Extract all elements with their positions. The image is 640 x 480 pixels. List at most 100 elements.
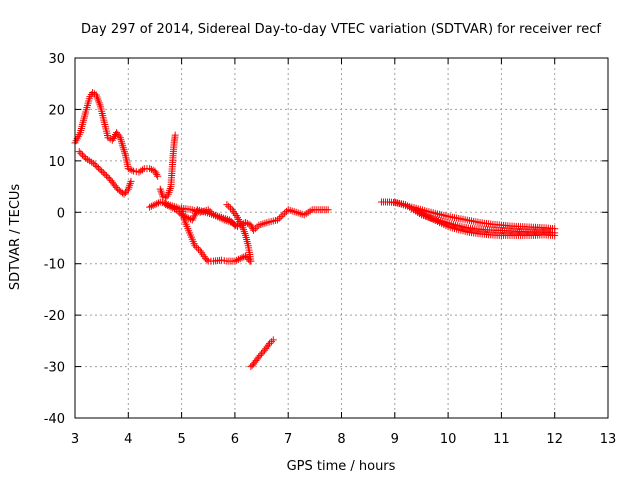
x-tick-label: 13 bbox=[600, 432, 617, 447]
data-point bbox=[80, 153, 88, 161]
data-point bbox=[223, 201, 231, 209]
data-point bbox=[167, 203, 175, 211]
data-point bbox=[421, 211, 429, 219]
data-point bbox=[240, 253, 248, 261]
data-point bbox=[230, 220, 238, 228]
data-point bbox=[146, 203, 154, 211]
y-axis-label: SDTVAR / TECUs bbox=[8, 184, 23, 291]
data-point bbox=[153, 200, 161, 208]
data-point bbox=[247, 221, 255, 229]
data-point bbox=[152, 169, 160, 177]
data-point bbox=[163, 201, 171, 209]
data-point bbox=[253, 223, 261, 231]
data-point bbox=[147, 165, 155, 173]
data-point bbox=[279, 211, 287, 219]
data-point bbox=[242, 219, 250, 227]
data-points bbox=[71, 88, 559, 371]
data-point bbox=[551, 231, 559, 239]
data-point bbox=[176, 209, 184, 217]
data-point bbox=[203, 256, 211, 264]
x-tick-label: 8 bbox=[337, 432, 345, 447]
data-point bbox=[231, 257, 239, 265]
y-tick-label: -40 bbox=[44, 412, 65, 427]
x-tick-labels: 3 4 5 6 7 8 9 10 11 12 13 bbox=[71, 432, 616, 447]
plot-area-border bbox=[74, 57, 609, 419]
data-point bbox=[121, 189, 129, 197]
data-point bbox=[186, 215, 194, 223]
data-point bbox=[228, 219, 236, 227]
data-point bbox=[99, 169, 107, 177]
data-point bbox=[251, 225, 259, 233]
x-tick-label: 12 bbox=[546, 432, 563, 447]
data-point bbox=[416, 208, 424, 216]
data-point bbox=[259, 348, 267, 356]
data-point bbox=[172, 206, 180, 214]
data-point bbox=[281, 209, 289, 217]
data-point bbox=[90, 159, 98, 167]
data-point bbox=[419, 210, 427, 218]
y-tick-label: -30 bbox=[44, 361, 65, 376]
y-tick-label: 0 bbox=[57, 206, 65, 221]
data-point bbox=[233, 256, 241, 264]
data-point bbox=[162, 194, 170, 202]
x-tick-label: 6 bbox=[231, 432, 239, 447]
data-point bbox=[247, 257, 255, 265]
data-point bbox=[256, 351, 264, 359]
data-point bbox=[226, 204, 234, 212]
data-point bbox=[147, 202, 155, 210]
x-tick-label: 9 bbox=[391, 432, 399, 447]
data-point bbox=[171, 131, 179, 139]
grid-lines bbox=[75, 58, 608, 418]
data-point bbox=[135, 168, 143, 176]
data-point bbox=[169, 204, 177, 212]
data-point bbox=[128, 166, 136, 174]
data-point bbox=[174, 207, 182, 215]
data-point bbox=[151, 201, 159, 209]
x-tick-label: 5 bbox=[177, 432, 185, 447]
data-point bbox=[93, 163, 101, 171]
data-point bbox=[126, 165, 134, 173]
data-point bbox=[324, 206, 332, 214]
data-point bbox=[412, 205, 420, 213]
data-point bbox=[181, 213, 189, 221]
data-point bbox=[163, 192, 171, 200]
data-point bbox=[234, 255, 242, 263]
y-tick-label: -10 bbox=[44, 258, 65, 273]
data-point bbox=[253, 355, 261, 363]
data-point bbox=[417, 209, 425, 217]
data-point bbox=[243, 219, 251, 227]
data-point bbox=[275, 214, 283, 222]
chart-title: Day 297 of 2014, Sidereal Day-to-day VTE… bbox=[81, 22, 601, 37]
data-point bbox=[123, 187, 131, 195]
x-axis-label: GPS time / hours bbox=[287, 459, 396, 474]
data-point bbox=[225, 202, 233, 210]
x-tick-label: 11 bbox=[493, 432, 510, 447]
x-tick-label: 3 bbox=[71, 432, 79, 447]
data-point bbox=[96, 166, 104, 174]
data-point bbox=[149, 201, 157, 209]
data-point bbox=[139, 166, 147, 174]
data-point bbox=[75, 148, 83, 156]
y-tick-labels: -40 -30 -20 -10 0 10 20 30 bbox=[44, 52, 65, 427]
data-point bbox=[151, 167, 159, 175]
data-point bbox=[264, 341, 272, 349]
data-point bbox=[178, 211, 186, 219]
data-point bbox=[112, 183, 120, 191]
x-tick-label: 4 bbox=[124, 432, 132, 447]
data-point bbox=[258, 350, 266, 358]
data-point bbox=[120, 190, 128, 198]
data-point bbox=[269, 336, 277, 344]
x-tick-label: 7 bbox=[284, 432, 292, 447]
data-point bbox=[193, 243, 201, 251]
data-point bbox=[179, 212, 187, 220]
data-point bbox=[115, 132, 123, 140]
data-point bbox=[255, 353, 263, 361]
data-point bbox=[78, 151, 86, 159]
data-point bbox=[414, 206, 422, 214]
data-point bbox=[277, 213, 285, 221]
data-point bbox=[274, 216, 282, 224]
data-point bbox=[77, 149, 85, 157]
data-point bbox=[232, 221, 240, 229]
data-point bbox=[124, 165, 132, 173]
